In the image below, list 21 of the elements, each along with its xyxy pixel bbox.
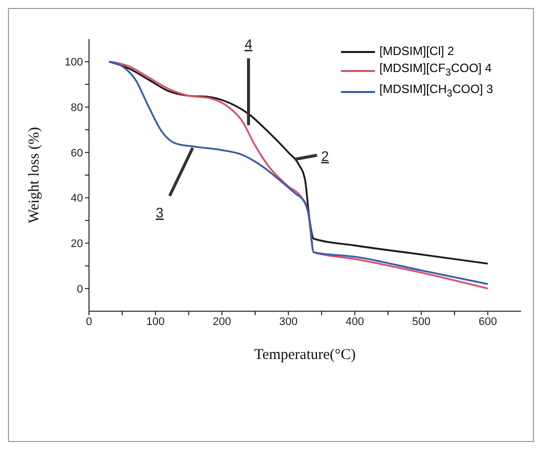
x-tick-label: 100 (146, 316, 165, 328)
y-tick-label: 0 (76, 283, 83, 296)
x-tick-label: 200 (212, 316, 232, 328)
x-tick-label: 500 (412, 316, 430, 328)
y-tick-label: 100 (64, 56, 83, 69)
x-tick-label: 600 (478, 316, 497, 328)
x-tick-label: 300 (279, 316, 298, 328)
y-tick-label: 20 (70, 238, 83, 250)
y-axis-title: Weight loss (%) (26, 126, 42, 224)
annotation: 4 (244, 36, 253, 52)
legend-label: [MDSIM][Cl] 2 (379, 43, 454, 60)
annotation: 3 (156, 204, 164, 221)
legend-label: [MDSIM][CF$_{3}$COO] 4 (379, 60, 492, 80)
legend-label: [MDSIM][CH$_{3}$COO] 3 (379, 81, 493, 102)
y-tick-label: 60 (70, 147, 83, 160)
x-axis-title: Temperature(°C) (254, 347, 356, 364)
y-tick-label: 40 (70, 192, 83, 205)
x-tick-label: 400 (346, 316, 364, 328)
x-tick-label: 0 (86, 316, 92, 328)
y-tick-label: 80 (70, 102, 83, 114)
annotation: 2 (321, 148, 330, 164)
